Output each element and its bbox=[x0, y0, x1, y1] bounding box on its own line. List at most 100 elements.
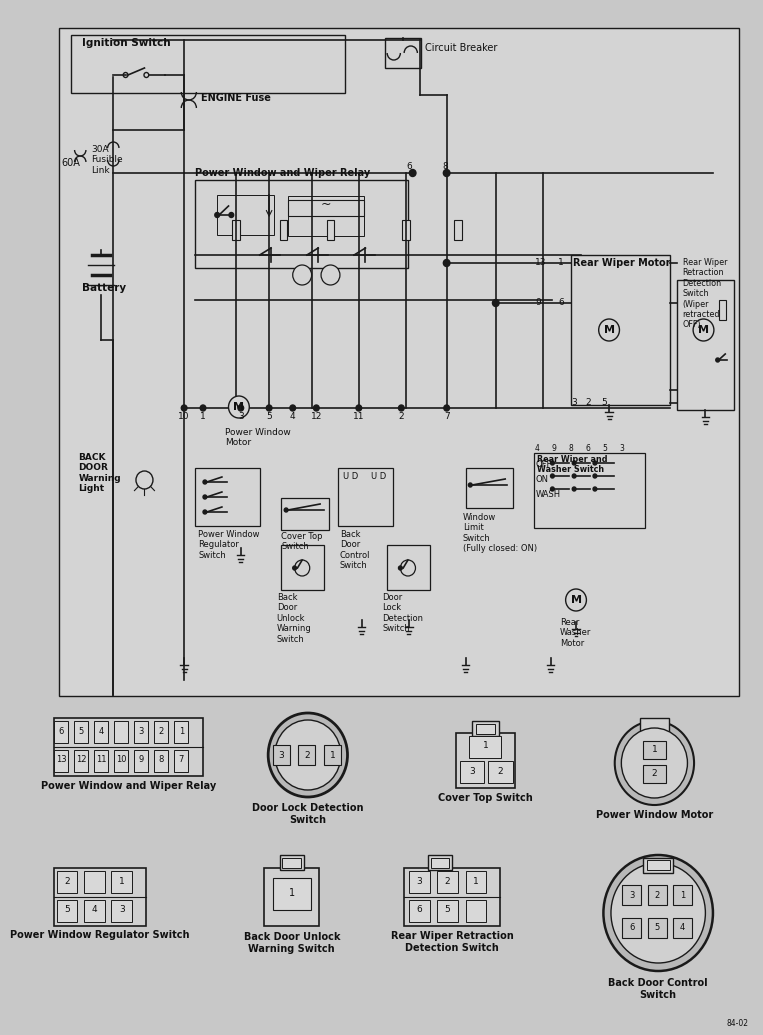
Text: M: M bbox=[571, 595, 581, 605]
Text: 84-02: 84-02 bbox=[727, 1019, 749, 1028]
Text: 1: 1 bbox=[482, 741, 488, 750]
Text: 12: 12 bbox=[311, 412, 322, 421]
Circle shape bbox=[203, 495, 207, 499]
Text: 10: 10 bbox=[179, 412, 190, 421]
Text: 13: 13 bbox=[56, 756, 66, 765]
Text: 1: 1 bbox=[652, 745, 657, 755]
Text: 1: 1 bbox=[680, 890, 685, 899]
Text: 4: 4 bbox=[680, 923, 685, 933]
Circle shape bbox=[182, 405, 187, 411]
Text: OFF: OFF bbox=[536, 460, 552, 469]
Circle shape bbox=[144, 72, 149, 78]
Bar bbox=[385, 38, 421, 68]
Text: 6: 6 bbox=[558, 298, 564, 307]
Text: WASH: WASH bbox=[536, 490, 561, 499]
Text: 5: 5 bbox=[655, 923, 660, 933]
Bar bbox=[571, 255, 671, 405]
Text: 1: 1 bbox=[473, 877, 479, 886]
Text: 6: 6 bbox=[629, 923, 634, 933]
Bar bbox=[54, 718, 203, 776]
Text: 5: 5 bbox=[445, 906, 450, 915]
Text: 13: 13 bbox=[536, 258, 547, 267]
Text: 2: 2 bbox=[64, 877, 70, 886]
Circle shape bbox=[203, 510, 207, 514]
Bar bbox=[134, 750, 148, 772]
Text: 1: 1 bbox=[558, 258, 564, 267]
Bar bbox=[324, 745, 341, 765]
Text: 2: 2 bbox=[304, 750, 310, 760]
Bar bbox=[409, 900, 430, 922]
Bar bbox=[282, 545, 324, 590]
Circle shape bbox=[136, 471, 153, 489]
Text: 2: 2 bbox=[398, 412, 404, 421]
Bar bbox=[623, 885, 641, 905]
Text: 1: 1 bbox=[330, 750, 335, 760]
Circle shape bbox=[572, 474, 576, 478]
Bar bbox=[437, 900, 458, 922]
Circle shape bbox=[615, 721, 694, 805]
Circle shape bbox=[238, 405, 243, 411]
Text: Power Window and Wiper Relay: Power Window and Wiper Relay bbox=[40, 781, 216, 791]
Bar bbox=[154, 750, 168, 772]
Bar bbox=[648, 885, 667, 905]
Text: 9: 9 bbox=[552, 444, 557, 453]
Bar bbox=[623, 918, 641, 938]
Circle shape bbox=[203, 480, 207, 484]
Bar bbox=[134, 721, 148, 743]
Bar bbox=[84, 900, 105, 922]
Text: ~: ~ bbox=[320, 198, 331, 210]
Circle shape bbox=[200, 405, 206, 411]
Bar bbox=[111, 871, 132, 893]
Text: 5: 5 bbox=[603, 444, 608, 453]
Text: Back
Door
Control
Switch: Back Door Control Switch bbox=[340, 530, 371, 570]
Text: 4: 4 bbox=[98, 727, 104, 736]
Bar bbox=[273, 878, 311, 910]
Text: 7: 7 bbox=[179, 756, 184, 765]
Bar bbox=[54, 750, 68, 772]
Text: Power Window Motor: Power Window Motor bbox=[596, 810, 713, 820]
Bar bbox=[465, 468, 513, 508]
Text: 3: 3 bbox=[629, 890, 634, 899]
Bar bbox=[282, 858, 301, 868]
Circle shape bbox=[604, 855, 713, 971]
Text: M: M bbox=[604, 325, 614, 335]
Bar bbox=[54, 868, 146, 926]
Text: 3: 3 bbox=[417, 877, 422, 886]
Text: 3: 3 bbox=[571, 398, 577, 407]
Bar bbox=[648, 918, 667, 938]
Bar bbox=[476, 724, 495, 734]
Circle shape bbox=[215, 212, 220, 217]
Bar bbox=[279, 220, 287, 240]
Text: 8: 8 bbox=[569, 444, 574, 453]
Circle shape bbox=[492, 299, 499, 306]
Text: 5: 5 bbox=[601, 398, 607, 407]
Text: 3: 3 bbox=[238, 412, 243, 421]
Text: 6: 6 bbox=[417, 906, 422, 915]
Bar bbox=[288, 200, 363, 216]
Text: 3: 3 bbox=[469, 767, 475, 775]
Bar bbox=[288, 196, 363, 236]
Circle shape bbox=[293, 265, 311, 285]
Text: Door
Lock
Detection
Switch: Door Lock Detection Switch bbox=[382, 593, 423, 633]
Text: 5: 5 bbox=[79, 727, 84, 736]
Bar bbox=[327, 220, 334, 240]
Bar bbox=[111, 900, 132, 922]
Text: Cover Top Switch: Cover Top Switch bbox=[438, 793, 533, 803]
Bar bbox=[469, 736, 501, 758]
Text: 3: 3 bbox=[620, 444, 625, 453]
Text: 11: 11 bbox=[353, 412, 365, 421]
Circle shape bbox=[572, 487, 576, 491]
Bar bbox=[94, 750, 108, 772]
Bar bbox=[154, 721, 168, 743]
Text: 10: 10 bbox=[116, 756, 127, 765]
Text: Power Window Regulator Switch: Power Window Regulator Switch bbox=[11, 930, 190, 940]
Text: Battery: Battery bbox=[82, 283, 126, 293]
Text: 1: 1 bbox=[179, 727, 184, 736]
Text: 60A: 60A bbox=[61, 158, 80, 168]
Bar bbox=[472, 721, 498, 736]
Bar bbox=[195, 180, 408, 268]
Text: Rear Wiper
Retraction
Detection
Switch
(Wiper
retracted
OFF): Rear Wiper Retraction Detection Switch (… bbox=[683, 258, 727, 329]
Text: BACK
DOOR
Warning
Light: BACK DOOR Warning Light bbox=[79, 453, 121, 494]
Text: Door Lock Detection
Switch: Door Lock Detection Switch bbox=[252, 803, 364, 825]
Text: 6: 6 bbox=[59, 727, 64, 736]
